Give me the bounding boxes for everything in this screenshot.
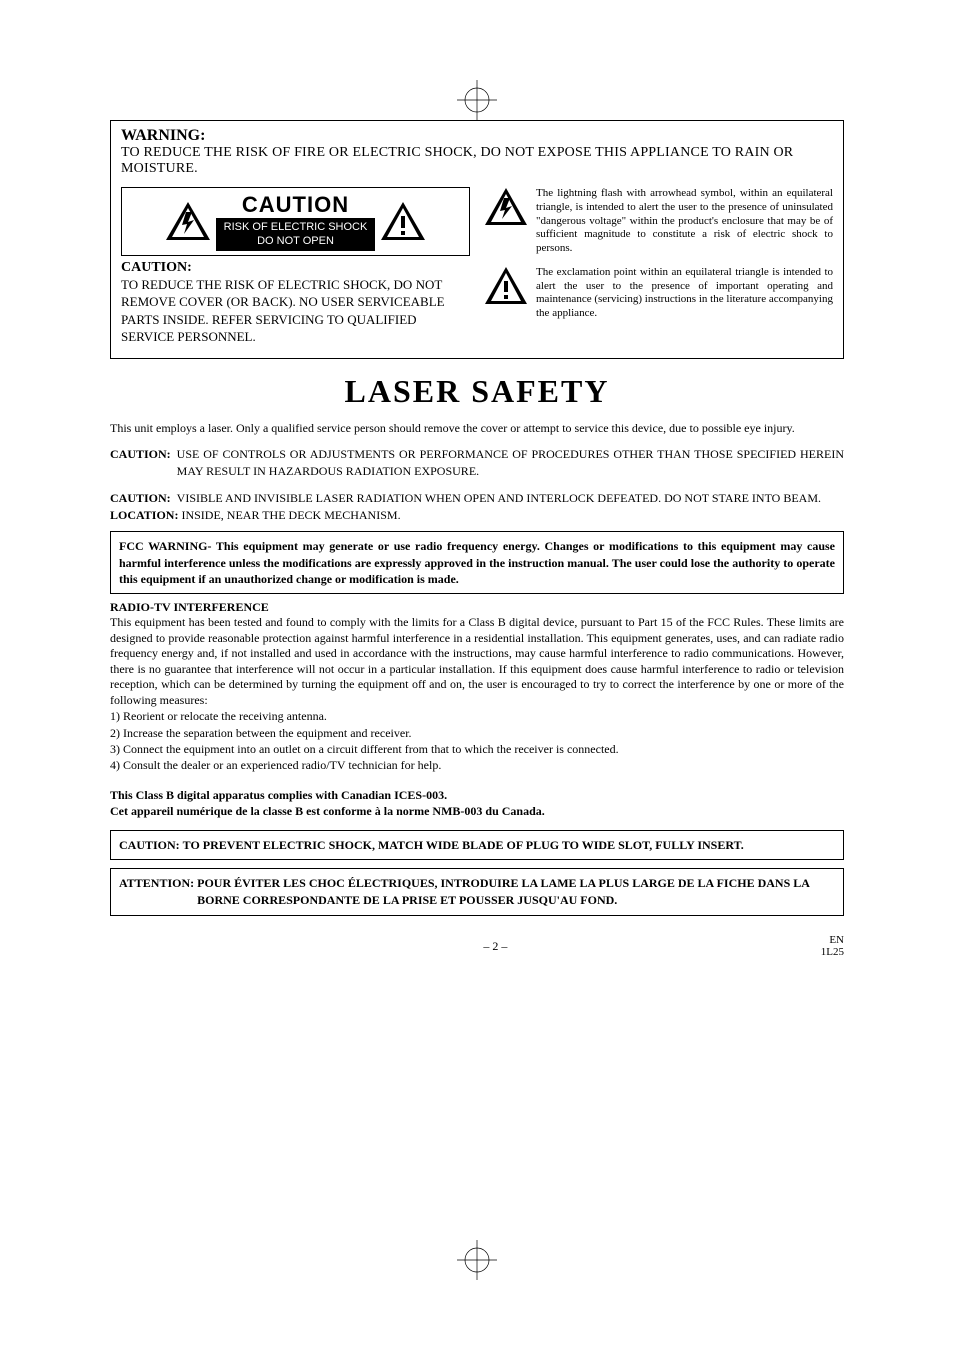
attention-plug-label: ATTENTION: [119, 875, 194, 909]
caution-text: VISIBLE AND INVISIBLE LASER RADIATION WH… [177, 490, 821, 507]
page-footer: – 2 – EN 1L25 [110, 934, 844, 958]
fcc-warning-box: FCC WARNING- This equipment may generate… [110, 531, 844, 594]
crop-mark-top [457, 80, 497, 120]
page-number: – 2 – [170, 939, 821, 954]
rtv-heading: RADIO-TV INTERFERENCE [110, 600, 844, 615]
caution-label: CAUTION: [110, 490, 171, 507]
laser-safety-heading: LASER SAFETY [110, 373, 844, 410]
rtv-body: This equipment has been tested and found… [110, 615, 844, 709]
rtv-item: 4) Consult the dealer or an experienced … [110, 757, 844, 773]
rtv-item: 1) Reorient or relocate the receiving an… [110, 708, 844, 724]
exclamation-triangle-icon [379, 200, 427, 242]
exclamation-triangle-icon [484, 266, 528, 306]
lightning-triangle-icon [484, 187, 528, 227]
rtv-list: 1) Reorient or relocate the receiving an… [110, 708, 844, 773]
classb-en: This Class B digital apparatus complies … [110, 787, 844, 803]
warning-body: TO REDUCE THE RISK OF FIRE OR ELECTRIC S… [121, 145, 833, 177]
location-label: LOCATION: [110, 508, 178, 522]
caution-plug-text: TO PREVENT ELECTRIC SHOCK, MATCH WIDE BL… [183, 837, 744, 854]
caution-body: TO REDUCE THE RISK OF ELECTRIC SHOCK, DO… [121, 276, 470, 346]
caution-plate: CAUTION RISK OF ELECTRIC SHOCK DO NOT OP… [121, 187, 470, 256]
attention-plug-box: ATTENTION: POUR ÉVITER LES CHOC ÉLECTRIQ… [110, 868, 844, 916]
location-row: LOCATION: INSIDE, NEAR THE DECK MECHANIS… [110, 508, 844, 523]
caution-text: USE OF CONTROLS OR ADJUSTMENTS OR PERFOR… [177, 446, 844, 480]
lightning-triangle-icon [164, 200, 212, 242]
classb-fr: Cet appareil numérique de la classe B es… [110, 803, 844, 819]
caution-label: CAUTION: [110, 446, 171, 480]
caution-plate-sub1: RISK OF ELECTRIC SHOCK [224, 221, 368, 233]
caution-row-2: CAUTION: VISIBLE AND INVISIBLE LASER RAD… [110, 490, 844, 507]
footer-code: 1L25 [821, 946, 844, 958]
laser-intro-text: This unit employs a laser. Only a qualif… [110, 420, 844, 436]
rtv-item: 3) Connect the equipment into an outlet … [110, 741, 844, 757]
caution-plug-label: CAUTION: [119, 837, 180, 854]
classb-statement: This Class B digital apparatus complies … [110, 787, 844, 819]
attention-plug-text: POUR ÉVITER LES CHOC ÉLECTRIQUES, INTROD… [197, 875, 835, 909]
crop-mark-bottom [457, 1240, 497, 1280]
caution-plate-title: CAUTION [216, 192, 376, 218]
lightning-symbol-desc: The lightning flash with arrowhead symbo… [536, 187, 833, 256]
warning-heading: WARNING: [121, 127, 833, 145]
location-text: INSIDE, NEAR THE DECK MECHANISM. [178, 508, 400, 522]
caution-plug-box: CAUTION: TO PREVENT ELECTRIC SHOCK, MATC… [110, 830, 844, 861]
footer-lang: EN [821, 934, 844, 946]
caution-heading: CAUTION: [121, 260, 470, 276]
caution-row-1: CAUTION: USE OF CONTROLS OR ADJUSTMENTS … [110, 446, 844, 480]
caution-plate-sub2: DO NOT OPEN [257, 235, 334, 247]
exclamation-symbol-desc: The exclamation point within an equilate… [536, 266, 833, 321]
rtv-item: 2) Increase the separation between the e… [110, 725, 844, 741]
warning-symbols-box: WARNING: TO REDUCE THE RISK OF FIRE OR E… [110, 120, 844, 359]
